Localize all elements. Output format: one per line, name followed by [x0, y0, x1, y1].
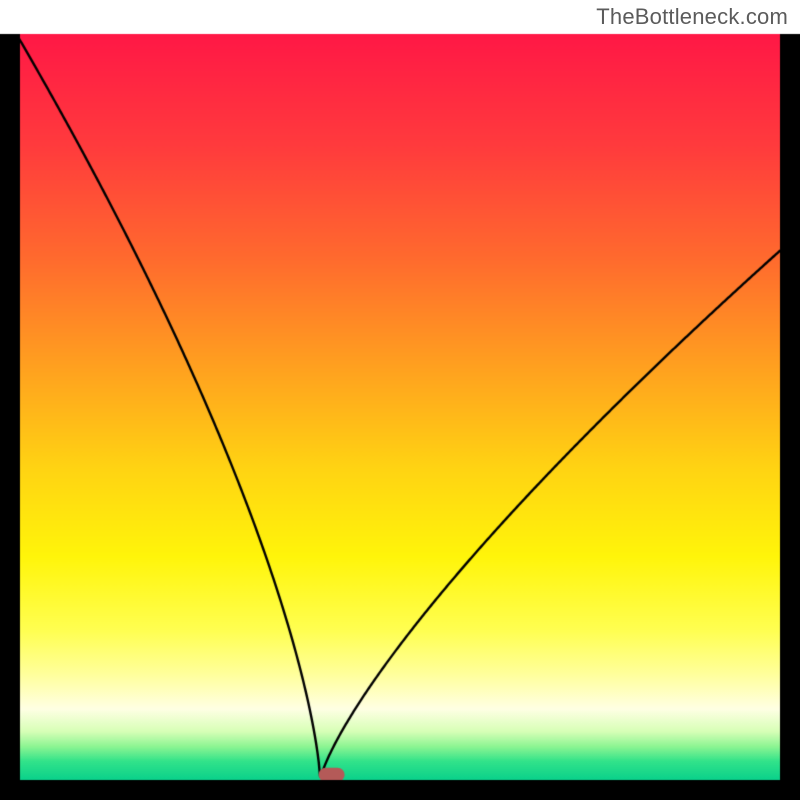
bottleneck-curve-chart: [0, 0, 800, 800]
watermark-text: TheBottleneck.com: [596, 4, 788, 30]
chart-container: TheBottleneck.com: [0, 0, 800, 800]
